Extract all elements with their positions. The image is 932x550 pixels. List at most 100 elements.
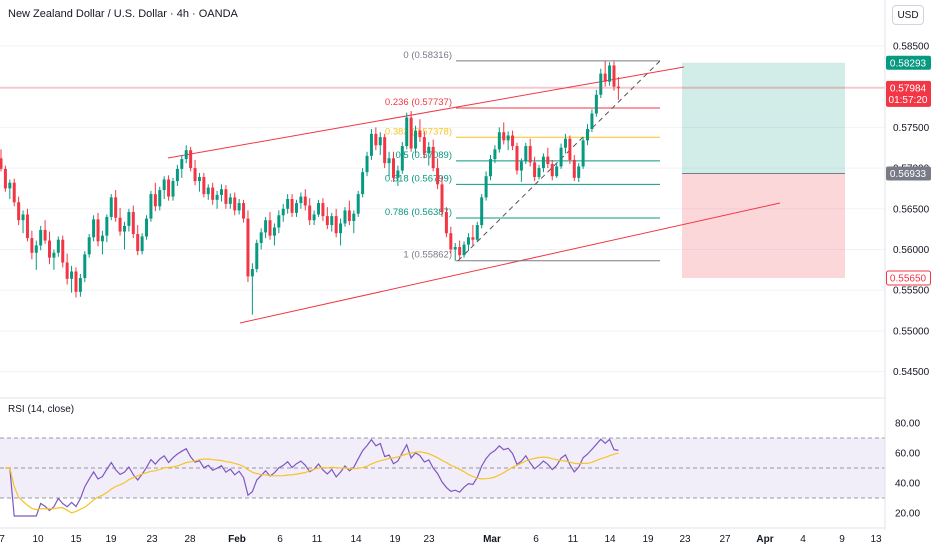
time-tick-label: 27 — [719, 534, 731, 545]
time-tick-label: 19 — [105, 534, 117, 545]
candle-body — [259, 232, 263, 243]
candle-body — [246, 218, 250, 277]
candle-body — [220, 189, 223, 195]
candle-body — [440, 184, 444, 213]
time-tick-label: Apr — [756, 534, 773, 545]
candle-body — [537, 168, 541, 178]
stop-zone — [682, 173, 845, 278]
candle-body — [136, 234, 140, 252]
candle-body — [325, 216, 329, 226]
candle-body — [171, 181, 175, 197]
candle-body — [175, 168, 179, 182]
time-tick-label: 6 — [277, 534, 283, 545]
candle-body — [616, 86, 620, 89]
candle-body — [493, 149, 497, 160]
candle-body — [25, 214, 29, 239]
fib-level-label: 1 (0.55862) — [403, 250, 452, 261]
trend-channel — [167, 66, 781, 324]
candle-body — [528, 146, 532, 163]
candle-body — [599, 73, 603, 95]
time-tick-label: 11 — [312, 534, 323, 545]
candle-body — [533, 162, 537, 178]
candle-body — [34, 245, 38, 253]
candle-body — [162, 179, 166, 191]
candle-body — [189, 150, 193, 169]
candle-body — [453, 247, 457, 250]
candle-body — [321, 203, 325, 217]
candle-body — [608, 65, 612, 82]
candle-body — [334, 216, 338, 234]
candle-body — [458, 247, 462, 256]
price-tag-value: 0.55650 — [890, 273, 927, 284]
time-tick-label: 11 — [568, 534, 579, 545]
candle-body — [228, 197, 232, 204]
rsi-ma-line — [5, 451, 619, 514]
candle-body — [444, 212, 448, 234]
candle-body — [356, 194, 360, 214]
rsi-tick-label: 20.00 — [895, 509, 920, 520]
time-tick-label: 15 — [70, 534, 82, 545]
candle-body — [100, 235, 104, 242]
candle-body — [61, 239, 65, 263]
candle-body — [3, 168, 7, 189]
candle-body — [369, 133, 373, 156]
candle-body — [158, 190, 162, 207]
time-tick-label: 13 — [870, 534, 882, 545]
candle-body — [427, 146, 431, 154]
candle-body — [197, 177, 201, 182]
candle-body — [347, 210, 351, 221]
price-tag-value: 0.57984 — [890, 83, 927, 94]
rsi-tick-label: 60.00 — [895, 449, 920, 460]
candle-body — [87, 237, 91, 255]
candle-body — [56, 239, 60, 253]
symbol-title[interactable]: New Zealand Dollar / U.S. Dollar · 4h · … — [8, 8, 238, 20]
currency-button[interactable]: USD — [892, 5, 924, 25]
time-axis[interactable]: 7 10 15 19 23 28 Feb 6 11 14 19 23 Mar 6 11 14 19 23 27 Apr… — [0, 527, 885, 545]
time-tick-label: 23 — [146, 534, 158, 545]
candle-body — [48, 240, 52, 258]
candle-body — [237, 203, 241, 211]
candle-body — [568, 138, 572, 160]
rsi-indicator-label[interactable]: RSI (14, close) — [8, 404, 75, 415]
candle-body — [43, 229, 47, 241]
candle-body — [250, 269, 254, 277]
time-tick-label: 14 — [604, 534, 616, 545]
candle-body — [281, 208, 285, 216]
candle-body — [590, 113, 594, 129]
candle-body — [109, 197, 113, 217]
candle-body — [224, 189, 228, 204]
fib-level-label: 0 (0.58316) — [403, 50, 452, 61]
candle-body — [422, 137, 426, 154]
candle-body — [581, 140, 585, 167]
fib-level-label: 0.786 (0.56387) — [385, 207, 452, 218]
candle-body — [52, 252, 56, 258]
candle-body — [559, 147, 563, 167]
candle-body — [127, 212, 131, 226]
candle-body — [180, 159, 184, 169]
price-tick-label: 0.56000 — [893, 245, 930, 256]
fib-retracement: 0 (0.58316)0.236 (0.57737)0.382 (0.57378… — [385, 50, 661, 262]
time-tick-label: Feb — [228, 534, 246, 545]
candle-body — [65, 262, 69, 279]
time-tick-label: 4 — [800, 534, 806, 545]
candle-body — [352, 213, 356, 221]
rsi-pane — [0, 397, 885, 517]
price-tag-value: 0.56933 — [890, 169, 927, 180]
time-tick-label: Mar — [483, 534, 501, 545]
candle-body — [118, 217, 122, 232]
candle-body — [140, 236, 144, 252]
time-tick-label: 19 — [642, 534, 654, 545]
candle-body — [317, 203, 321, 215]
candle-body — [12, 182, 16, 203]
channel-lower-line — [239, 202, 781, 324]
price-tick-label: 0.58500 — [893, 41, 930, 52]
price-tick-label: 0.54500 — [893, 367, 930, 378]
price-tag-bg — [886, 166, 931, 181]
candle-body — [312, 214, 316, 221]
candle-body — [74, 271, 78, 292]
candle-body — [145, 218, 149, 237]
time-tick-label: 6 — [533, 534, 539, 545]
candle-body — [215, 194, 219, 200]
